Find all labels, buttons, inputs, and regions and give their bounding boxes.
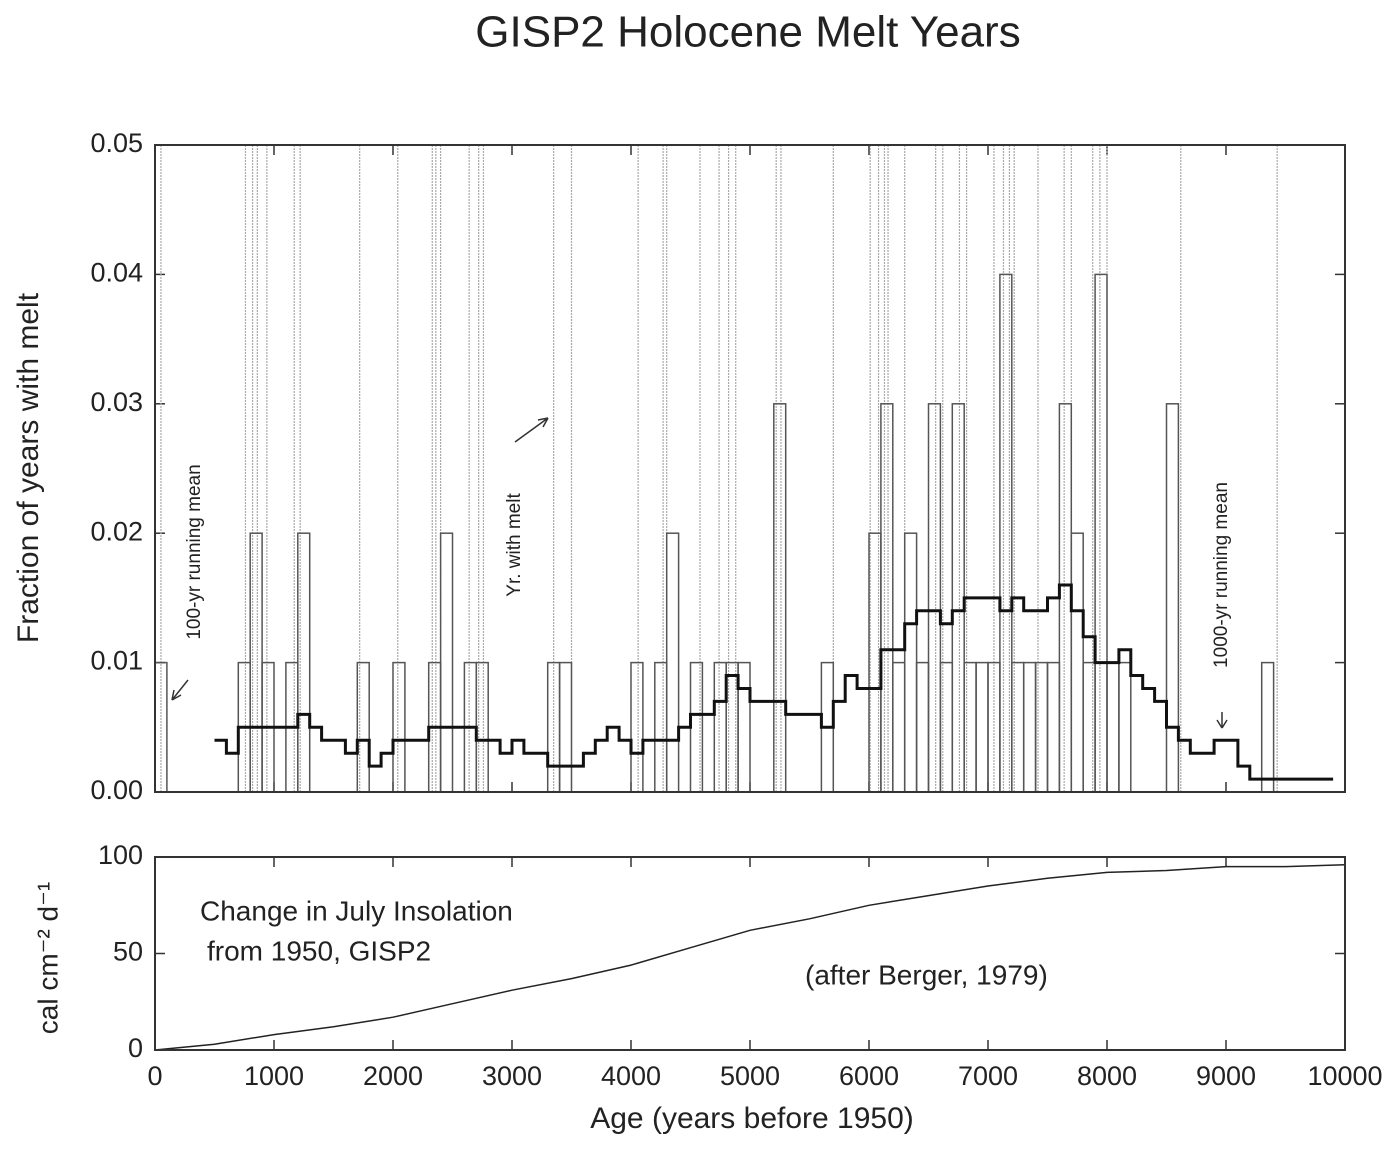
x-tick-label: 9000 bbox=[1196, 1061, 1256, 1091]
y-tick-label: 0 bbox=[128, 1033, 143, 1063]
plot-frame bbox=[154, 856, 1346, 1051]
y-tick-label: 0.00 bbox=[90, 775, 143, 805]
series-label: 100-yr running mean bbox=[184, 464, 205, 639]
histogram-bar bbox=[558, 661, 573, 793]
y-tick-label: 0.05 bbox=[90, 128, 143, 158]
histogram-bar bbox=[1118, 661, 1132, 793]
x-axis-label: Age (years before 1950) bbox=[590, 1102, 914, 1135]
annotation: from 1950, GISP2 bbox=[207, 935, 431, 966]
arrows bbox=[171, 417, 1228, 729]
series-label: 1000-yr running mean bbox=[1211, 482, 1232, 668]
histogram-bar bbox=[880, 403, 894, 793]
x-tick-label: 1000 bbox=[244, 1061, 304, 1091]
histogram-bar bbox=[975, 661, 989, 793]
y-tick-label: 0.01 bbox=[90, 646, 143, 676]
x-tick-label: 0 bbox=[147, 1061, 162, 1091]
histogram-bar bbox=[915, 661, 930, 793]
y-tick-label: 50 bbox=[113, 937, 143, 967]
histogram-bar bbox=[1260, 661, 1275, 793]
arrow bbox=[171, 679, 189, 701]
running-mean-line bbox=[214, 583, 1334, 781]
x-tick-label: 3000 bbox=[482, 1061, 542, 1091]
x-tick-label: 6000 bbox=[839, 1061, 899, 1091]
histogram-bar bbox=[713, 661, 727, 793]
insolation-line bbox=[154, 863, 1346, 1051]
x-tick-label: 8000 bbox=[1077, 1061, 1137, 1091]
histogram-bar bbox=[903, 532, 918, 793]
histogram-bar bbox=[1070, 532, 1084, 793]
histogram-bar bbox=[951, 403, 965, 793]
series-label: Yr. with melt bbox=[504, 493, 525, 597]
x-tick-label: 7000 bbox=[958, 1061, 1018, 1091]
histogram-bar bbox=[1094, 273, 1108, 793]
histogram-bar bbox=[737, 661, 751, 793]
y-tick-label: 100 bbox=[98, 840, 143, 870]
arrow bbox=[514, 417, 549, 443]
histogram-bar bbox=[892, 661, 906, 793]
x-tick-label: 2000 bbox=[363, 1061, 423, 1091]
x-tick-label: 10000 bbox=[1307, 1061, 1382, 1091]
annotation: (after Berger, 1979) bbox=[805, 959, 1048, 990]
histogram-bar bbox=[1165, 403, 1180, 793]
histogram-bar bbox=[1106, 661, 1120, 793]
histogram-bar bbox=[927, 403, 942, 793]
annotation: Change in July Insolation bbox=[200, 895, 513, 926]
histogram-bar bbox=[665, 532, 680, 793]
x-tick-label: 4000 bbox=[601, 1061, 661, 1091]
histogram-bar bbox=[392, 661, 406, 793]
chart-title: GISP2 Holocene Melt Years bbox=[475, 8, 1020, 57]
plot-frame bbox=[154, 144, 1346, 793]
y-tick-label: 0.03 bbox=[90, 387, 143, 417]
histogram-bar bbox=[1058, 403, 1073, 793]
histogram-bar bbox=[439, 532, 454, 793]
histogram-bar bbox=[654, 661, 668, 793]
arrow bbox=[1216, 712, 1228, 729]
histogram-bar bbox=[630, 661, 644, 793]
y-axis-label: cal cm⁻² d⁻¹ bbox=[32, 882, 63, 1034]
x-tick-label: 5000 bbox=[720, 1061, 780, 1091]
y-axis-label: Fraction of years with melt bbox=[12, 292, 45, 643]
y-tick-label: 0.04 bbox=[90, 258, 143, 288]
histogram-bar bbox=[1046, 661, 1061, 793]
y-tick-label: 0.02 bbox=[90, 516, 143, 546]
histogram-bar bbox=[1022, 661, 1037, 793]
